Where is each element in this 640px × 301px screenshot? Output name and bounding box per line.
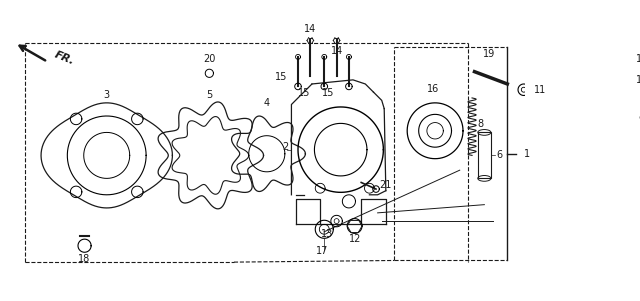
Text: 8: 8	[478, 119, 484, 129]
Text: 2: 2	[283, 142, 289, 152]
Text: 20: 20	[203, 54, 216, 64]
Text: 9: 9	[639, 115, 640, 125]
Text: 3: 3	[104, 90, 110, 100]
Text: 10: 10	[636, 54, 640, 64]
Text: 12: 12	[348, 234, 361, 244]
Bar	[618, 169, 630, 205]
Text: 14: 14	[330, 45, 342, 56]
Bar	[478, 132, 491, 178]
Text: 13: 13	[636, 75, 640, 85]
Text: 19: 19	[483, 49, 495, 59]
Text: 17: 17	[316, 246, 329, 256]
Text: 16: 16	[426, 84, 439, 94]
Text: FR.: FR.	[52, 50, 76, 67]
Text: 5: 5	[206, 90, 212, 100]
Text: 13: 13	[321, 229, 333, 240]
Text: 11: 11	[534, 85, 546, 95]
Text: 18: 18	[79, 254, 91, 264]
Text: 1: 1	[524, 149, 530, 159]
Text: 14: 14	[304, 24, 316, 34]
Text: 4: 4	[264, 98, 270, 108]
Text: 15: 15	[275, 72, 287, 82]
Text: 6: 6	[497, 150, 503, 160]
Text: 15: 15	[298, 88, 310, 98]
Text: 21: 21	[380, 180, 392, 190]
Text: 15: 15	[322, 88, 335, 98]
